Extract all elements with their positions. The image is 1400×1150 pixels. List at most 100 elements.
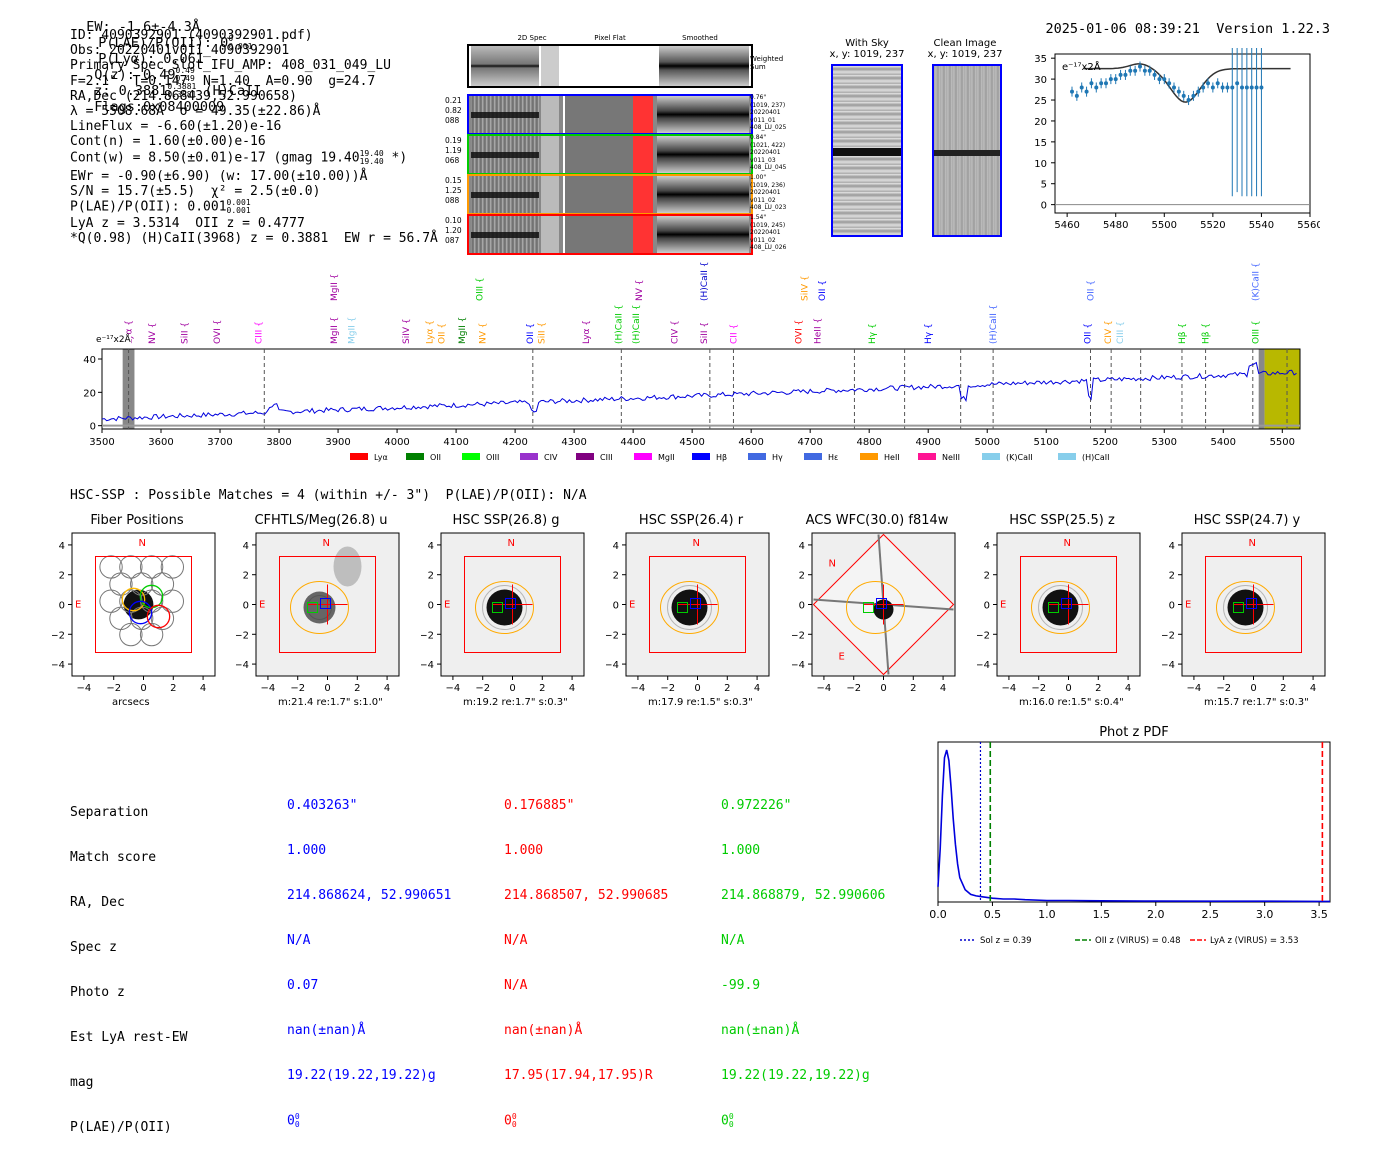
pdf-xtick-label: 3.5 xyxy=(1310,908,1328,921)
stamp-xtick-label: −2 xyxy=(660,683,675,694)
zoom-ytick-label: 35 xyxy=(1034,54,1047,65)
cutout-stamp: N E −4 −4 −2 −2 0 0 2 2 4 4 xyxy=(421,532,585,694)
stamp-xtick-label: 4 xyxy=(1125,683,1131,694)
spec-xtick-label: 4900 xyxy=(915,437,940,448)
zoom-data-point xyxy=(1220,85,1225,90)
photz-pdf-plot: Phot z PDF 0.0 0.5 1.0 1.5 2.0 2.5 3.0 3.5 Sol z … xyxy=(929,725,1331,946)
info-cont-w: Cont(w) = 8.50(±0.01)e-17 (gmag 19.40 19.… xyxy=(70,148,408,166)
spectral-line-label: HeII { xyxy=(813,318,823,344)
stamp-ytick-label: 4 xyxy=(799,541,805,552)
info-params: F=2.1" T=0.147 N=1.40 A=0.90 g=24.7 xyxy=(70,73,376,89)
east-label: E xyxy=(444,600,450,611)
m2-separation: 0.176885" xyxy=(504,798,575,813)
spec-xtick-label: 4200 xyxy=(502,437,527,448)
legend-label: Hε xyxy=(828,453,838,462)
match-box-blue xyxy=(505,598,516,609)
info-lambda: λ = 5508.68Å σ = 49.35(±22.86)Å xyxy=(70,104,321,120)
col-header-smoothed: Smoothed xyxy=(682,34,718,42)
stamp-title: HSC SSP(25.5) z xyxy=(1009,513,1115,528)
aperture-box xyxy=(279,556,376,653)
source-blob xyxy=(486,589,523,626)
label-match-score: Match score xyxy=(70,850,157,865)
fiber-trace xyxy=(471,112,539,118)
spectrum-line xyxy=(101,361,1297,422)
pdf-xtick-label: 2.5 xyxy=(1201,908,1219,921)
label-photo-z: Photo z xyxy=(70,985,125,1000)
zoom-data-point xyxy=(1259,85,1264,90)
qz-value: Q(z): 0.49 0.49 0.49 xyxy=(94,66,195,84)
stamp-ytick-label: 4 xyxy=(613,541,619,552)
masked-region-right xyxy=(1258,349,1265,429)
spectral-line-label: CIII { xyxy=(1116,321,1126,344)
spectral-line-label-top: OII { xyxy=(818,280,828,301)
stamp-ytick-label: 4 xyxy=(59,541,65,552)
match-box-green xyxy=(492,602,503,613)
zoom-data-point xyxy=(1215,81,1220,86)
stamp-xtick-label: 0 xyxy=(1250,683,1256,694)
kron-ellipse xyxy=(475,581,534,634)
zoom-ylabel: e⁻¹⁷x2Å xyxy=(1062,62,1101,73)
legend-swatch xyxy=(982,453,1000,460)
fiber-gap xyxy=(541,176,559,213)
version: Version 1.22.3 xyxy=(1216,21,1330,37)
m3-score: 1.000 xyxy=(721,843,761,858)
m2-score: 1.000 xyxy=(504,843,544,858)
east-label: E xyxy=(1185,600,1191,611)
info-cont-n: Cont(n) = 1.60(±0.00)e-16 xyxy=(70,134,266,150)
spectral-line-label: (H)CaII { xyxy=(632,305,642,345)
pdf-xtick-label: 0.5 xyxy=(984,908,1002,921)
kron-ellipse xyxy=(1031,581,1090,634)
fiber-gap xyxy=(541,216,559,253)
zoom-data-point xyxy=(1152,72,1157,77)
zoom-ytick-label: 5 xyxy=(1041,180,1047,191)
stamp-ytick-label: 4 xyxy=(243,541,249,552)
zoom-ytick-label: 25 xyxy=(1034,96,1047,107)
spectral-line-label-top: NV { xyxy=(635,280,645,301)
zoom-xtick-label: 5480 xyxy=(1103,220,1128,231)
match-box-blue xyxy=(320,598,331,609)
neighbor-blob xyxy=(333,546,362,587)
pdf-xtick-label: 1.0 xyxy=(1038,908,1056,921)
m3-separation: 0.972226" xyxy=(721,798,792,813)
label-lya-ew: Est LyA rest-EW xyxy=(70,1030,188,1045)
spec-xtick-label: 5200 xyxy=(1093,437,1118,448)
stamp-xtick-label: −4 xyxy=(817,683,832,694)
stamp-ytick-label: 0 xyxy=(1169,601,1175,612)
spectral-line-label: SiII { xyxy=(181,322,191,344)
fiber-circle-red xyxy=(146,604,171,629)
spectral-line-label: (H)CaII { xyxy=(614,305,624,345)
info-obs: Obs: 20220401v011_4090392901 xyxy=(70,43,290,59)
kron-ellipse xyxy=(290,581,349,634)
info-lya-z: LyA z = 3.5314 OII z = 0.4777 xyxy=(70,216,305,232)
cutout-stamp: N E −4 −4 −2 −2 0 0 2 2 4 4 xyxy=(792,532,956,694)
line-window xyxy=(1264,349,1300,429)
stamp-ytick-label: 0 xyxy=(984,601,990,612)
aperture-box xyxy=(464,556,561,653)
zoom-data-point xyxy=(1147,68,1152,73)
stamp-caption: m:15.7 re:1.7" s:0.3" xyxy=(1204,697,1309,708)
zoom-data-point xyxy=(1099,81,1104,86)
aperture-box xyxy=(649,556,746,653)
stamp-caption: m:17.9 re:1.5" s:0.3" xyxy=(648,697,753,708)
clean-image-title: Clean Image x, y: 1019, 237 xyxy=(927,38,1003,60)
stamp-ytick-label: −4 xyxy=(421,660,434,671)
fiber-trace xyxy=(471,232,539,238)
zoom-data-point xyxy=(1084,89,1089,94)
info-ewr: EWr = -0.90(±6.90) (w: 17.00(±10.00))Å xyxy=(70,168,368,184)
full-spectrum-plot: 0 20 40 3500 3600 3700 3800 3900 4000 4100 4200 430… xyxy=(83,262,1301,462)
spectral-line-label: OVI { xyxy=(213,320,223,344)
match-box-green xyxy=(1233,602,1244,613)
fiber-trace xyxy=(471,192,539,198)
zoom-data-point xyxy=(1118,72,1123,77)
match-labels: Separation Match score RA, Dec Spec z Ph… xyxy=(70,775,187,1150)
zoom-data-point xyxy=(1172,85,1176,90)
source-halo xyxy=(1223,585,1268,630)
zoom-data-point xyxy=(1181,93,1186,98)
zoom-data-point xyxy=(1191,93,1196,98)
zoom-ytick-label: 10 xyxy=(1034,159,1047,170)
source-blob xyxy=(1042,589,1079,626)
stamp-ytick-label: −2 xyxy=(52,630,65,641)
stamp-title: ACS WFC(30.0) f814w xyxy=(805,513,949,528)
zoom-data-point xyxy=(1079,85,1084,90)
stamp-xtick-label: 2 xyxy=(910,683,916,694)
